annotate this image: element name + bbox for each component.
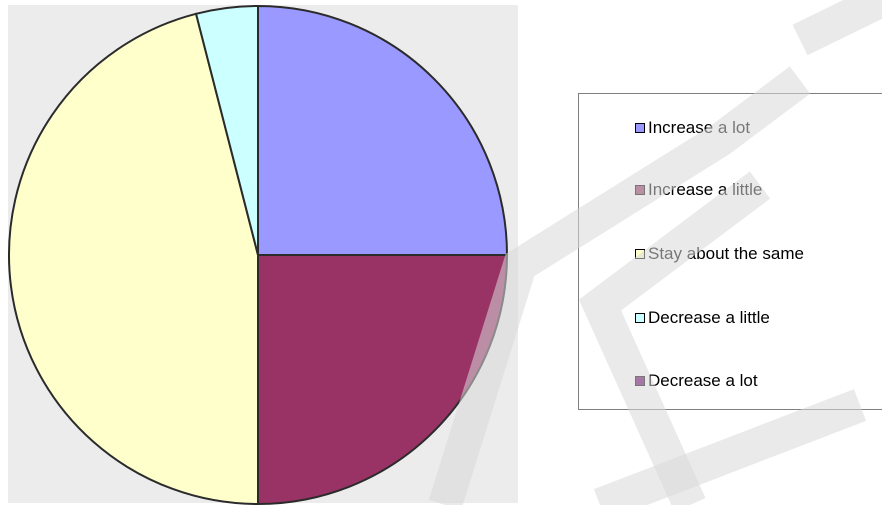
legend-swatch-decrease-a-little [635,313,645,323]
legend-item-increase-a-lot: Increase a lot [635,118,750,138]
pie-slices [8,4,509,505]
legend-item-decrease-a-little: Decrease a little [635,308,770,328]
pie-slice-stay-about-the-same [8,12,259,505]
legend-label-increase-a-little: Increase a little [648,180,763,199]
legend-label-decrease-a-lot: Decrease a lot [648,371,758,390]
legend-swatch-increase-a-little [635,185,645,195]
pie-chart [8,4,518,505]
legend: Increase a lot Increase a little Stay ab… [578,93,882,410]
legend-swatch-stay-about-the-same [635,249,645,259]
pie-slice-decrease-a-little [194,4,259,256]
legend-item-increase-a-little: Increase a little [635,180,762,200]
legend-item-decrease-a-lot: Decrease a lot [635,371,758,391]
legend-item-stay-about-the-same: Stay about the same [635,244,804,264]
legend-swatch-increase-a-lot [635,123,645,133]
legend-label-decrease-a-little: Decrease a little [648,308,770,327]
legend-swatch-decrease-a-lot [635,376,645,386]
legend-label-increase-a-lot: Increase a lot [648,118,751,137]
legend-label-stay-about-the-same: Stay about the same [648,244,804,263]
